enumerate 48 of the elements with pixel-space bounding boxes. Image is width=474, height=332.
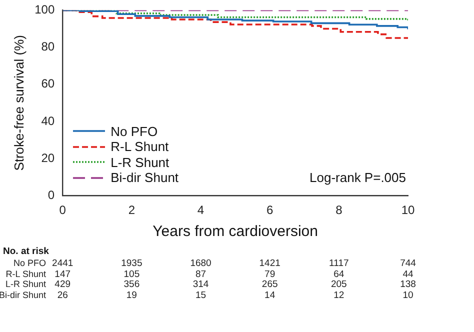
text: 356 bbox=[124, 279, 140, 290]
text: 79 bbox=[264, 268, 276, 280]
text: No PFO bbox=[13, 258, 46, 268]
text: 87 bbox=[195, 268, 206, 280]
legend-label: L-R Shunt bbox=[110, 154, 170, 170]
y-tick-label: 40 bbox=[41, 114, 55, 128]
text: 138 bbox=[400, 279, 416, 290]
legend-label: R-L Shunt bbox=[110, 139, 169, 154]
text: 314 bbox=[192, 279, 209, 290]
text: R-L Shunt bbox=[6, 268, 46, 278]
y-tick-label: 60 bbox=[41, 76, 55, 91]
text: 26 bbox=[57, 290, 68, 300]
legend-label: Bi-dir Shunt bbox=[110, 170, 179, 186]
x-tick-label: 6 bbox=[266, 203, 274, 218]
text: 429 bbox=[54, 279, 71, 290]
text: 1421 bbox=[259, 258, 280, 269]
text: 1117 bbox=[329, 258, 349, 269]
text: 10 bbox=[402, 290, 414, 300]
x-tick-label: 0 bbox=[59, 203, 66, 218]
text: 105 bbox=[124, 268, 140, 280]
annotation: Log-rank P=.005 bbox=[310, 170, 406, 185]
text: 1935 bbox=[121, 258, 142, 269]
text: Bi-dir Shunt bbox=[0, 290, 46, 300]
text: 19 bbox=[126, 290, 137, 300]
y-tick-label: 20 bbox=[41, 150, 55, 165]
text: 15 bbox=[195, 290, 206, 300]
text: 64 bbox=[334, 268, 344, 280]
x-tick-label: 2 bbox=[128, 203, 136, 218]
text: 44 bbox=[402, 268, 414, 280]
text: 265 bbox=[262, 279, 278, 290]
y-tick-label: 80 bbox=[41, 40, 55, 54]
text: 205 bbox=[330, 279, 347, 290]
text: No. at risk bbox=[3, 246, 49, 257]
text: 147 bbox=[54, 268, 71, 280]
y-axis-title: Stroke-free survival (%) bbox=[11, 34, 26, 171]
text: 1680 bbox=[190, 258, 212, 269]
text: 12 bbox=[334, 290, 344, 300]
text: L-R Shunt bbox=[5, 279, 46, 289]
legend-label: No PFO bbox=[110, 124, 158, 139]
x-tick-label: 4 bbox=[197, 203, 204, 218]
text: 2441 bbox=[52, 258, 74, 269]
x-tick-label: 10 bbox=[401, 203, 415, 218]
text: 744 bbox=[400, 258, 416, 269]
x-tick-label: 8 bbox=[336, 203, 343, 218]
text: 14 bbox=[264, 290, 276, 300]
y-tick-label: 100 bbox=[34, 2, 55, 17]
x-axis-title: Years from cardioversion bbox=[152, 223, 318, 240]
y-tick-label: 0 bbox=[48, 188, 55, 202]
